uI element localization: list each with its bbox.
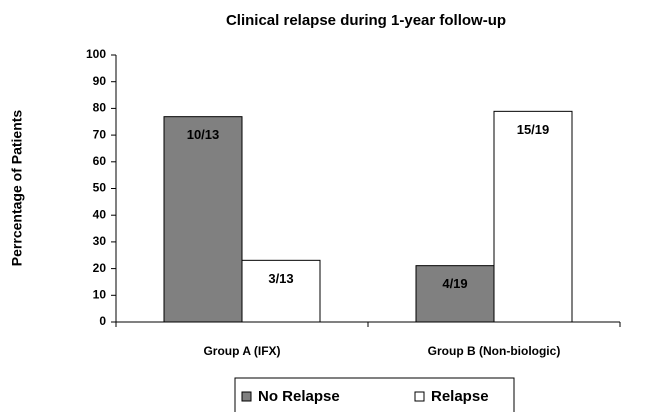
y-tick-label: 60 (93, 154, 107, 168)
y-tick-label: 90 (93, 74, 107, 88)
y-tick-label: 50 (93, 181, 107, 195)
data-label: 15/19 (517, 122, 550, 137)
x-tick-label: Group B (Non-biologic) (428, 344, 561, 358)
legend-label: Relapse (431, 388, 489, 405)
bar (415, 265, 495, 323)
data-label: 10/13 (187, 127, 220, 142)
bar (493, 110, 573, 323)
chart-title: Clinical relapse during 1-year follow-up (226, 12, 506, 29)
y-tick-label: 0 (99, 314, 106, 328)
data-label: 3/13 (268, 271, 293, 286)
y-axis-label: Perrcentage of Patients (9, 110, 25, 267)
legend-box (234, 377, 515, 412)
y-tick-label: 100 (86, 47, 106, 61)
y-tick-label: 30 (93, 234, 107, 248)
y-tick-label: 70 (93, 127, 107, 141)
y-tick-label: 40 (93, 207, 107, 221)
y-tick-label: 20 (93, 261, 107, 275)
legend-swatch (414, 391, 425, 402)
legend-swatch (241, 391, 252, 402)
bar (163, 116, 243, 323)
data-label: 4/19 (442, 276, 467, 291)
y-tick-label: 80 (93, 101, 107, 115)
legend-label: No Relapse (258, 388, 340, 405)
bar (241, 259, 321, 323)
y-tick-label: 10 (93, 287, 107, 301)
x-tick-label: Group A (IFX) (203, 344, 280, 358)
